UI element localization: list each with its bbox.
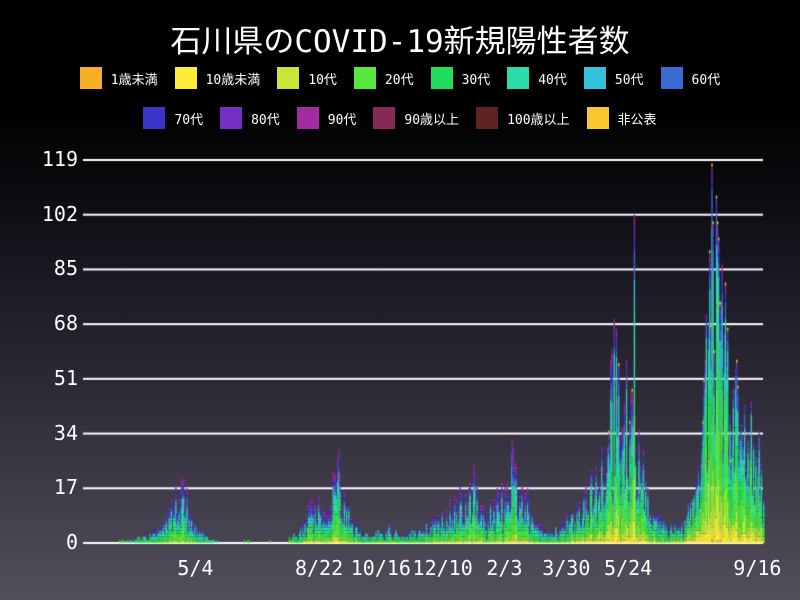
x-tick-label: 3/30: [542, 556, 591, 580]
legend-swatch-icon: [277, 67, 300, 89]
y-tick-label: 0: [65, 530, 78, 554]
legend-label: 100歳以上: [507, 112, 570, 128]
legend-label: 90代: [327, 112, 357, 128]
legend-swatch-icon: [507, 67, 530, 89]
legend-swatch-icon: [373, 107, 396, 129]
legend-swatch-icon: [296, 107, 319, 129]
legend-item-40代: 40代: [507, 67, 567, 89]
legend-swatch-icon: [143, 107, 166, 129]
legend-item-90代: 90代: [296, 107, 357, 129]
legend-item-20代: 20代: [353, 67, 414, 89]
legend-label: 50代: [614, 72, 644, 88]
legend-swatch-icon: [660, 67, 683, 89]
legend-label: 10代: [308, 72, 337, 88]
legend-label: 40代: [538, 72, 567, 88]
y-tick-label: 85: [53, 256, 78, 281]
x-tick-label: 12/10: [412, 556, 473, 580]
legend-label: 30代: [461, 72, 491, 88]
y-tick-label: 102: [41, 201, 78, 226]
legend-label: 非公表: [617, 112, 657, 128]
legend-label: 1歳未満: [110, 72, 158, 88]
legend-label: 90歳以上: [404, 112, 460, 128]
y-tick-label: 68: [53, 311, 78, 336]
y-tick-label: 119: [41, 147, 78, 171]
x-tick-label: 10/16: [350, 556, 411, 580]
legend-item-90歳以上: 90歳以上: [373, 107, 459, 129]
legend-label: 70代: [174, 112, 204, 128]
legend-swatch-icon: [174, 67, 197, 89]
legend-item-70代: 70代: [143, 107, 203, 129]
y-tick-label: 51: [53, 365, 78, 390]
legend-label: 20代: [384, 72, 414, 88]
y-tick-label: 34: [53, 420, 78, 445]
chart-title: 石川県のCOVID-19新規陽性者数: [170, 24, 630, 60]
legend-item-50代: 50代: [583, 67, 644, 89]
legend-swatch-icon: [586, 107, 609, 129]
legend-item-非公表: 非公表: [586, 107, 657, 129]
legend-label: 80代: [251, 112, 280, 128]
legend-item-30代: 30代: [430, 67, 491, 89]
legend-swatch-icon: [583, 67, 606, 89]
x-tick-label: 2/3: [486, 556, 523, 580]
x-tick-label: 9/16: [733, 556, 782, 580]
legend-swatch-icon: [79, 67, 102, 89]
legend-row-2: 70代 80代 90代 90歳以上 100歳以上 非公表: [0, 107, 800, 129]
legend-row-1: 1歳未満 10歳未満 10代 20代 30代 40代 50代 60代: [0, 67, 800, 89]
legend-label: 10歳未満: [205, 72, 261, 88]
legend-label: 60代: [691, 72, 721, 88]
legend-item-80代: 80代: [220, 107, 280, 129]
legend-item-1歳未満: 1歳未満: [79, 67, 158, 89]
legend-item-10代: 10代: [277, 67, 337, 89]
legend-swatch-icon: [430, 67, 453, 89]
legend-swatch-icon: [353, 67, 376, 89]
legend-swatch-icon: [476, 107, 499, 129]
x-tick-label: 5/4: [177, 556, 214, 580]
legend-item-100歳以上: 100歳以上: [476, 107, 570, 129]
legend-item-10歳未満: 10歳未満: [174, 67, 261, 89]
y-tick-label: 17: [53, 475, 78, 500]
legend-swatch-icon: [220, 107, 243, 129]
x-tick-label: 8/22: [294, 556, 344, 580]
x-tick-label: 5/24: [604, 556, 653, 580]
legend-item-60代: 60代: [660, 67, 721, 89]
